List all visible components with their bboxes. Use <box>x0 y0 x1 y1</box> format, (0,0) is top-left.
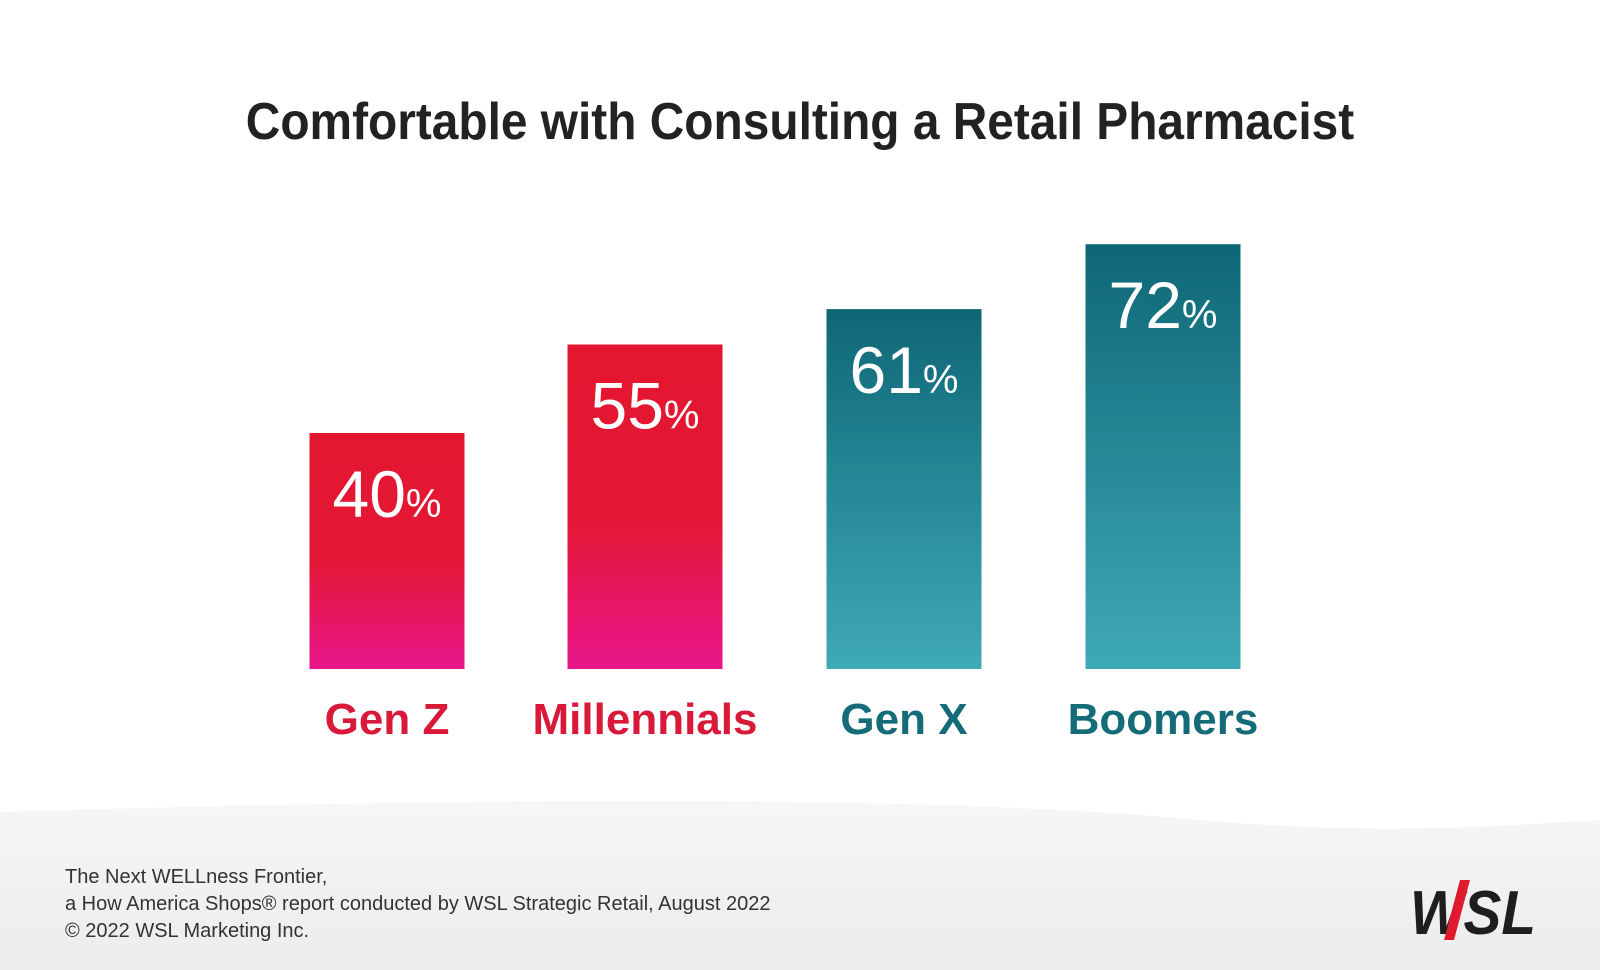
chart-title: Comfortable with Consulting a Retail Pha… <box>245 93 1355 151</box>
category-label-boomers: Boomers <box>1068 695 1259 744</box>
value-label-gen-x: 61% <box>850 333 959 407</box>
wsl-logo: WSL <box>1410 879 1536 942</box>
footer-line-report-name: The Next WELLness Frontier, <box>65 866 328 888</box>
footer-line-report-source: a How America Shops® report conducted by… <box>65 893 771 915</box>
bar-gen-x <box>826 309 982 669</box>
value-label-millennials: 55% <box>591 369 700 443</box>
category-label-millennials: Millennials <box>533 695 758 744</box>
category-label-gen-x: Gen X <box>840 695 967 744</box>
value-label-gen-z: 40% <box>333 457 442 531</box>
footer-credits: The Next WELLness Frontier, a How Americ… <box>65 864 770 945</box>
bar-millennials <box>567 344 723 669</box>
footer-line-copyright: © 2022 WSL Marketing Inc. <box>65 920 310 942</box>
bar-boomers <box>1085 244 1241 669</box>
value-label-boomers: 72% <box>1109 268 1218 342</box>
bar-gen-z <box>309 433 465 669</box>
category-label-gen-z: Gen Z <box>325 695 450 744</box>
svg-text:WSL: WSL <box>1410 879 1536 942</box>
